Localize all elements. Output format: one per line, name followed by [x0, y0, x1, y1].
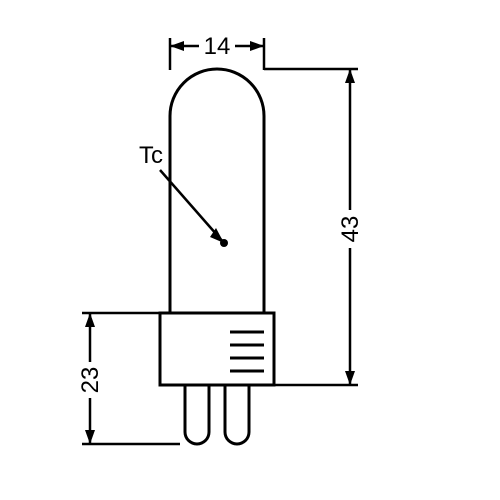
dim-height-left-value: 23	[77, 367, 104, 394]
dim-height-right-value: 43	[337, 216, 364, 243]
dim-width-top: 14	[170, 33, 264, 70]
tc-label: Tc	[139, 142, 163, 169]
bulb-dimension-diagram: Tc 14 43 23	[0, 0, 500, 500]
tc-callout: Tc	[139, 142, 228, 247]
dim-width-top-value: 14	[204, 33, 231, 60]
dim-height-left: 23	[77, 313, 180, 444]
pin-right	[225, 385, 249, 444]
bulb-outline	[160, 69, 274, 444]
pin-left	[185, 385, 209, 444]
vent-slits	[230, 332, 264, 371]
dim-height-right: 43	[264, 69, 364, 385]
